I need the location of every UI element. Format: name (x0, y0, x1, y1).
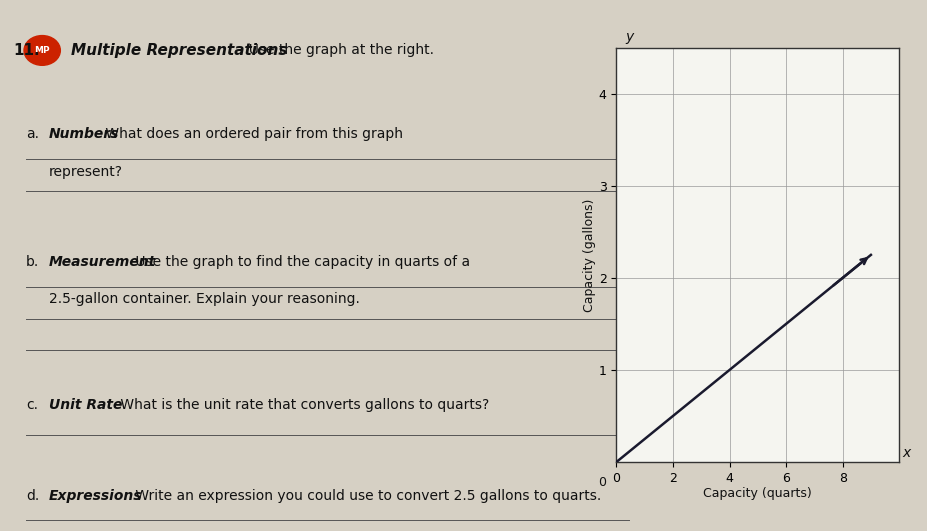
Text: 0: 0 (598, 476, 606, 489)
Y-axis label: Capacity (gallons): Capacity (gallons) (583, 198, 596, 312)
Text: What is the unit rate that converts gallons to quarts?: What is the unit rate that converts gall… (116, 398, 489, 412)
Text: Measurement: Measurement (48, 255, 156, 269)
Text: 11.: 11. (13, 43, 40, 58)
Text: c.: c. (26, 398, 38, 412)
Text: 2.5-gallon container. Explain your reasoning.: 2.5-gallon container. Explain your reaso… (48, 292, 360, 306)
Text: Expressions: Expressions (48, 489, 142, 502)
Text: Use the graph at the right.: Use the graph at the right. (240, 44, 434, 57)
Text: Multiple Representations: Multiple Representations (71, 43, 288, 58)
Text: x: x (902, 446, 910, 460)
Text: d.: d. (26, 489, 39, 502)
Text: b.: b. (26, 255, 39, 269)
Text: y: y (625, 30, 633, 44)
Text: MP: MP (34, 46, 50, 55)
X-axis label: Capacity (quarts): Capacity (quarts) (704, 487, 812, 501)
Text: Numbers: Numbers (48, 127, 119, 141)
Text: Use the graph to find the capacity in quarts of a: Use the graph to find the capacity in qu… (131, 255, 470, 269)
Text: Write an expression you could use to convert 2.5 gallons to quarts.: Write an expression you could use to con… (131, 489, 601, 502)
Text: Unit Rate: Unit Rate (48, 398, 122, 412)
Text: represent?: represent? (48, 165, 122, 178)
Circle shape (24, 36, 60, 65)
Text: a.: a. (26, 127, 39, 141)
Text: What does an ordered pair from this graph: What does an ordered pair from this grap… (101, 127, 403, 141)
